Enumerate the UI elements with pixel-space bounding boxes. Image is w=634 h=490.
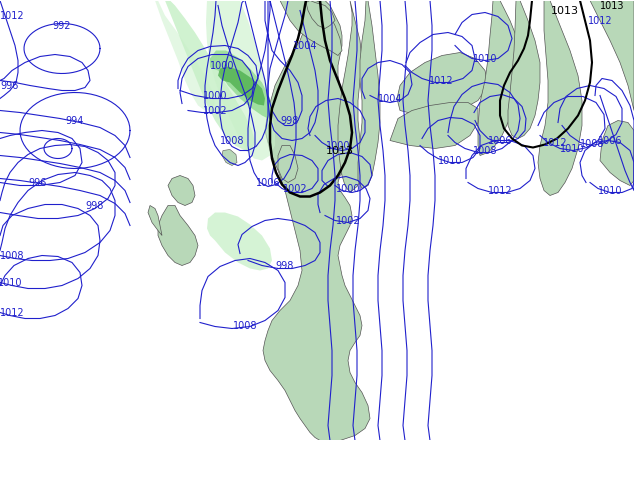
Text: 60: 60 — [3, 472, 16, 482]
Text: 1000: 1000 — [336, 183, 360, 194]
Polygon shape — [158, 205, 198, 266]
Polygon shape — [148, 205, 162, 236]
Text: 100: 100 — [53, 472, 74, 482]
Text: 1010: 1010 — [473, 53, 497, 64]
Text: 1010: 1010 — [560, 144, 585, 153]
Text: 1004: 1004 — [378, 94, 402, 103]
Polygon shape — [590, 0, 634, 111]
Text: 1000: 1000 — [203, 91, 227, 100]
Polygon shape — [508, 0, 540, 139]
Text: 996: 996 — [1, 80, 19, 91]
Text: 180: 180 — [181, 472, 201, 482]
Text: 140: 140 — [117, 472, 137, 482]
Text: 996: 996 — [29, 177, 47, 188]
Text: 1008: 1008 — [233, 320, 257, 330]
Text: 1012: 1012 — [429, 75, 453, 85]
Text: We 05-06-2024 18:00 UTC (12+06): We 05-06-2024 18:00 UTC (12+06) — [422, 452, 631, 462]
Polygon shape — [155, 0, 215, 111]
Text: Jet stream/SLP [kts] ECMWF: Jet stream/SLP [kts] ECMWF — [3, 452, 179, 462]
Polygon shape — [358, 0, 380, 189]
Text: 1012: 1012 — [0, 10, 24, 21]
Polygon shape — [207, 213, 272, 270]
Text: 998: 998 — [276, 261, 294, 270]
Text: 994: 994 — [66, 116, 84, 125]
Polygon shape — [210, 50, 272, 119]
Polygon shape — [218, 67, 265, 105]
Polygon shape — [168, 175, 195, 205]
Text: 160: 160 — [149, 472, 169, 482]
Text: 1013: 1013 — [551, 5, 579, 16]
Text: 1006: 1006 — [256, 177, 280, 188]
Text: 1002: 1002 — [203, 105, 228, 116]
Polygon shape — [306, 0, 335, 28]
Text: 1008: 1008 — [473, 146, 497, 155]
Text: 998: 998 — [281, 116, 299, 125]
Text: 1013: 1013 — [326, 146, 354, 155]
Text: 1000: 1000 — [210, 60, 234, 71]
Polygon shape — [222, 149, 237, 166]
Text: 120: 120 — [85, 472, 105, 482]
Text: 1010: 1010 — [598, 186, 622, 196]
Polygon shape — [165, 0, 255, 150]
Text: 1013: 1013 — [600, 0, 624, 10]
Polygon shape — [390, 102, 478, 148]
Polygon shape — [478, 0, 522, 155]
Text: 1006: 1006 — [488, 136, 512, 146]
Text: 998: 998 — [86, 200, 104, 211]
Polygon shape — [600, 121, 634, 186]
Text: 1012: 1012 — [543, 138, 567, 147]
Polygon shape — [338, 0, 362, 193]
Text: 1004: 1004 — [293, 41, 317, 50]
Polygon shape — [397, 52, 488, 116]
Text: 1012: 1012 — [0, 308, 24, 318]
Text: 1008: 1008 — [220, 136, 244, 146]
Text: ©weatheronline.co.uk: ©weatheronline.co.uk — [514, 472, 631, 482]
Polygon shape — [538, 0, 582, 196]
Polygon shape — [280, 0, 342, 55]
Polygon shape — [206, 0, 275, 161]
Text: 992: 992 — [53, 21, 71, 30]
Text: 1012: 1012 — [488, 186, 512, 196]
Text: 80: 80 — [28, 472, 41, 482]
Text: 1000: 1000 — [326, 141, 350, 150]
Polygon shape — [278, 146, 298, 182]
Text: 1008: 1008 — [0, 250, 24, 261]
Text: 1002: 1002 — [335, 216, 360, 225]
Polygon shape — [263, 0, 370, 441]
Text: 1006: 1006 — [598, 136, 622, 146]
Text: 1010: 1010 — [437, 155, 462, 166]
Text: 1008: 1008 — [579, 139, 604, 148]
Text: 1010: 1010 — [0, 277, 22, 288]
Text: 1012: 1012 — [588, 16, 612, 25]
Text: 1002: 1002 — [283, 183, 307, 194]
